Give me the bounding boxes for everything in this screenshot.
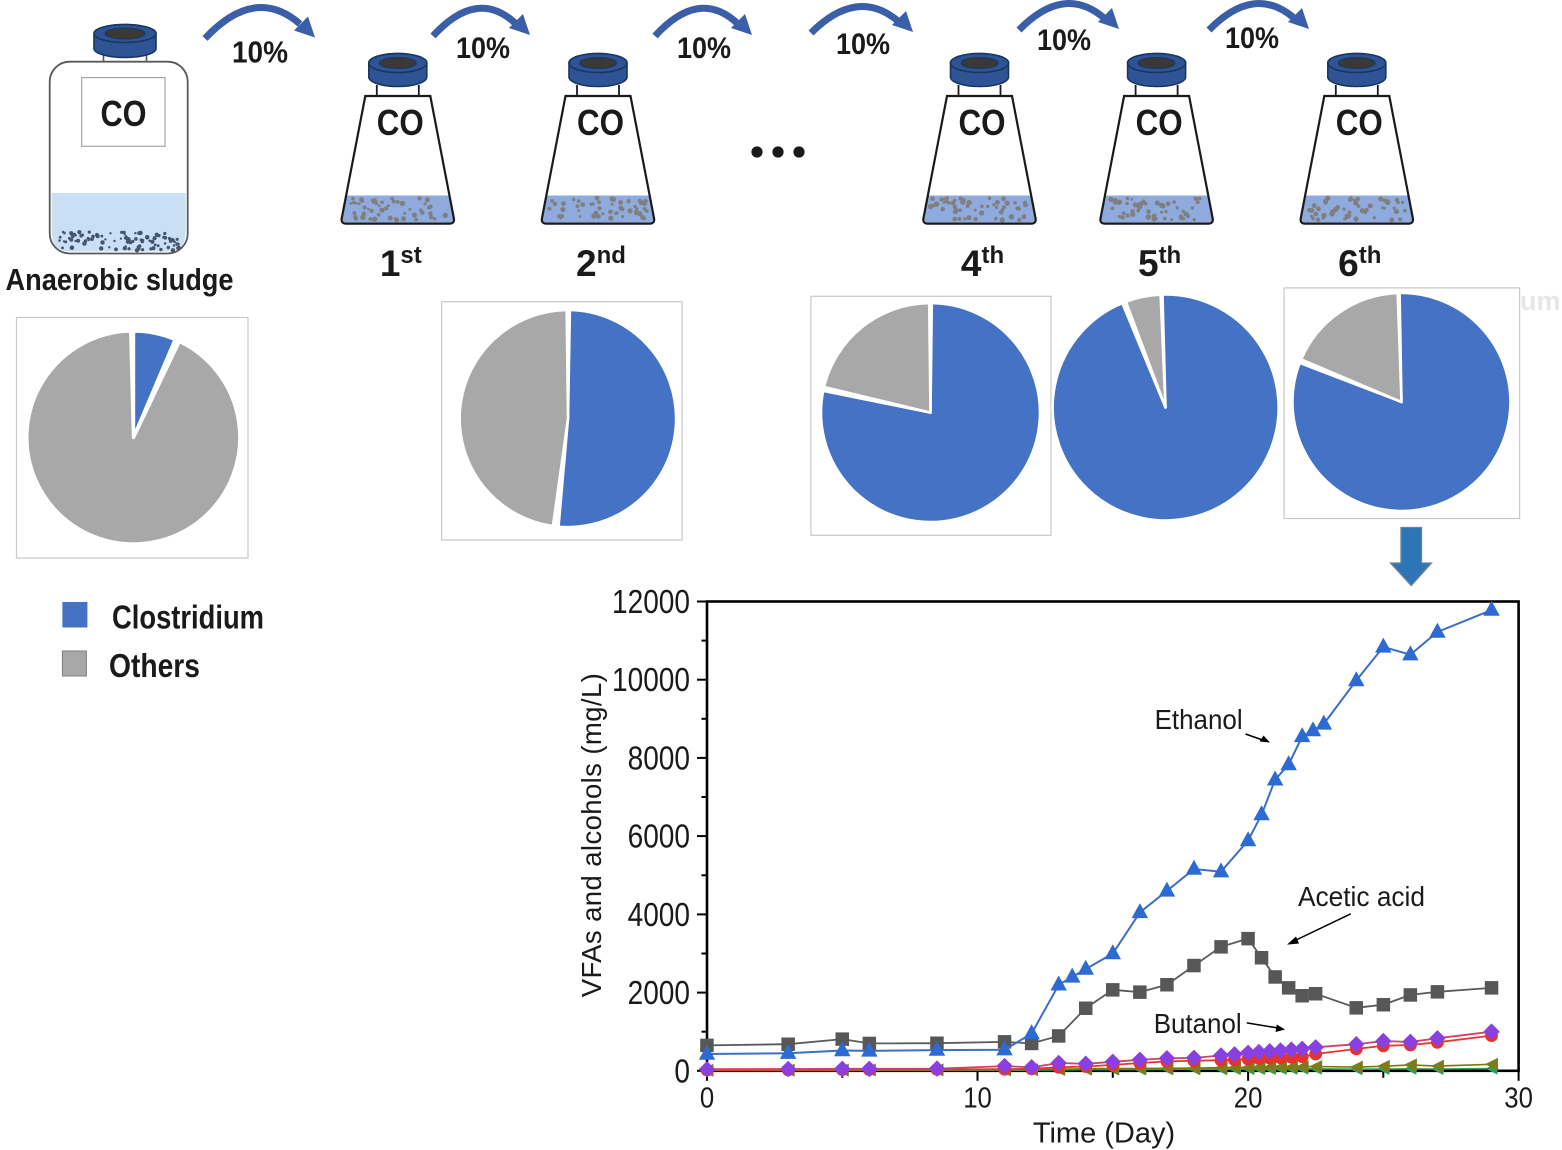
svg-text:10%: 10% (1037, 24, 1091, 57)
svg-text:10: 10 (963, 1083, 992, 1115)
svg-text:Acetic acid: Acetic acid (1298, 881, 1425, 912)
svg-text:10%: 10% (836, 28, 890, 61)
svg-text:CO: CO (377, 102, 424, 143)
svg-text:0: 0 (674, 1052, 690, 1089)
svg-text:CO: CO (1136, 102, 1183, 143)
svg-text:12000: 12000 (612, 583, 690, 620)
svg-text:CO: CO (577, 102, 624, 143)
svg-text:Ethanol: Ethanol (1155, 704, 1243, 735)
svg-text:Time (Day): Time (Day) (1033, 1118, 1175, 1150)
svg-text:CO: CO (101, 93, 147, 134)
svg-text:4000: 4000 (628, 896, 690, 933)
svg-text:um: um (1520, 286, 1561, 316)
svg-text:Others: Others (109, 647, 200, 684)
svg-text:CO: CO (959, 102, 1006, 143)
svg-text:30: 30 (1504, 1083, 1533, 1115)
svg-text:5th: 5th (1138, 242, 1181, 284)
svg-text:VFAs and alcohols (mg/L): VFAs and alcohols (mg/L) (576, 673, 607, 997)
svg-text:2000: 2000 (628, 974, 690, 1011)
svg-text:6000: 6000 (628, 818, 690, 855)
svg-text:CO: CO (1336, 102, 1383, 143)
svg-text:10%: 10% (232, 35, 288, 70)
svg-text:Clostridium: Clostridium (112, 599, 264, 636)
svg-text:2nd: 2nd (576, 242, 626, 284)
svg-text:10%: 10% (1225, 22, 1279, 55)
svg-text:Butanol: Butanol (1154, 1008, 1242, 1039)
svg-text:8000: 8000 (628, 739, 690, 776)
svg-text:10%: 10% (677, 32, 731, 65)
svg-text:Anaerobic sludge: Anaerobic sludge (6, 262, 234, 297)
svg-text:10000: 10000 (612, 661, 690, 698)
svg-text:4th: 4th (961, 242, 1004, 284)
svg-text:0: 0 (700, 1083, 714, 1115)
svg-text:20: 20 (1234, 1083, 1263, 1115)
svg-text:6th: 6th (1338, 242, 1381, 284)
svg-text:1st: 1st (380, 242, 422, 284)
svg-text:10%: 10% (456, 32, 510, 65)
